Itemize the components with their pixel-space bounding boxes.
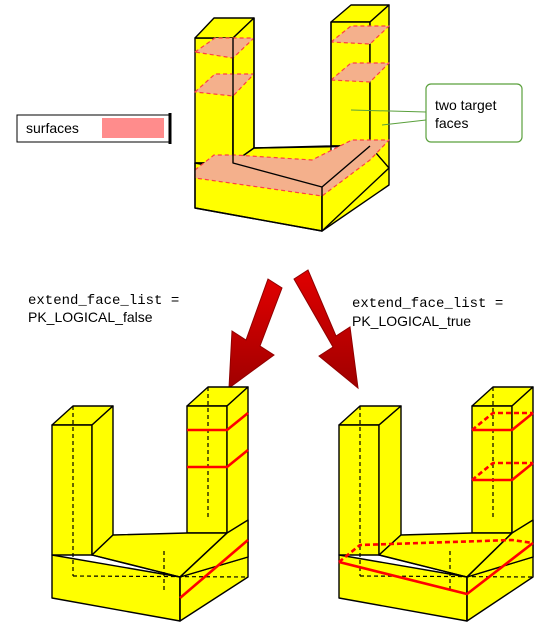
bottom-right-u-shape	[338, 386, 534, 622]
legend: surfaces	[16, 113, 172, 144]
arrows	[228, 269, 359, 390]
surface-right-upper	[330, 25, 390, 45]
callout-leaders	[350, 109, 427, 126]
case-true-param: extend_face_list =	[352, 296, 503, 312]
case-true-value: PK_LOGICAL_true	[352, 313, 471, 329]
callout-line-2: faces	[435, 115, 468, 131]
legend-label: surfaces	[26, 120, 79, 136]
split-lines-false	[179, 411, 249, 599]
split-lines-true	[338, 411, 534, 596]
surface-base	[194, 139, 390, 197]
callout-box	[425, 83, 523, 143]
arrow-right	[293, 269, 359, 390]
legend-swatch	[102, 118, 164, 138]
bottom-left-u-shape	[51, 386, 249, 622]
arrow-left	[228, 278, 283, 390]
top-u-shape	[194, 4, 390, 232]
case-false-value: PK_LOGICAL_false	[28, 309, 153, 325]
callout-line-1: two target	[435, 97, 497, 113]
surface-right-lower	[330, 62, 390, 83]
top-target-surfaces	[194, 25, 390, 197]
case-false-param: extend_face_list =	[28, 293, 179, 309]
